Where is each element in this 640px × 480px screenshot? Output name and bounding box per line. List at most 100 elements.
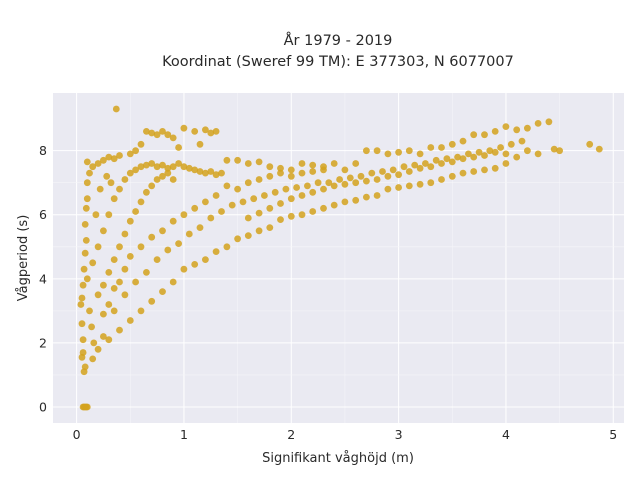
data-point	[94, 160, 102, 167]
data-point	[293, 184, 300, 191]
data-point	[148, 182, 156, 190]
data-point	[121, 265, 129, 273]
data-point	[185, 164, 193, 172]
data-point	[169, 163, 177, 171]
data-point	[207, 214, 215, 222]
data-point	[116, 278, 123, 286]
data-point	[94, 243, 102, 251]
data-point	[83, 275, 91, 283]
data-point	[475, 148, 483, 156]
data-point	[266, 172, 274, 180]
data-point	[100, 281, 107, 289]
data-point	[218, 169, 225, 177]
data-point	[405, 182, 413, 190]
data-point	[411, 161, 419, 169]
data-point	[80, 265, 88, 273]
data-point	[126, 317, 134, 324]
data-point	[202, 256, 209, 263]
data-point	[320, 204, 327, 212]
data-point	[481, 152, 488, 159]
data-point	[545, 118, 553, 126]
data-point	[79, 349, 87, 356]
data-point	[341, 180, 349, 188]
data-point	[298, 169, 306, 177]
data-point	[427, 144, 435, 151]
chart-title-line-2: Koordinat (Sweref 99 TM): E 377303, N 60…	[162, 54, 514, 70]
data-point	[180, 265, 188, 273]
data-point	[416, 180, 424, 188]
data-point	[169, 176, 177, 183]
data-point	[202, 126, 209, 134]
data-point	[89, 355, 97, 363]
data-point	[277, 164, 284, 172]
data-point	[320, 185, 327, 193]
data-point	[175, 160, 183, 167]
x-tick-label: 1	[180, 427, 188, 442]
data-point	[191, 261, 199, 268]
data-point	[94, 345, 102, 353]
data-point	[416, 164, 424, 172]
data-point	[89, 163, 97, 171]
data-point	[266, 204, 274, 212]
data-point	[244, 160, 252, 167]
data-point	[486, 147, 494, 155]
data-point	[105, 336, 113, 344]
data-point	[239, 198, 247, 206]
data-point	[443, 155, 451, 163]
data-point	[83, 158, 91, 166]
data-point	[78, 320, 86, 328]
data-point	[228, 201, 236, 209]
data-point	[81, 363, 89, 371]
data-point	[90, 339, 98, 347]
data-point	[298, 160, 306, 167]
data-point	[132, 147, 140, 155]
data-point	[459, 169, 467, 177]
data-point	[137, 198, 145, 206]
data-point	[465, 150, 472, 158]
data-point	[271, 188, 279, 196]
data-point	[212, 127, 220, 135]
data-point	[373, 176, 381, 183]
data-point	[207, 168, 215, 175]
data-point	[121, 176, 129, 183]
data-point	[121, 291, 129, 299]
data-point	[132, 278, 140, 286]
data-point	[497, 144, 504, 151]
data-point	[427, 163, 435, 171]
data-point	[121, 230, 129, 238]
data-point	[110, 285, 118, 292]
data-point	[400, 163, 408, 171]
y-axis-label: Vågperiod (s)	[16, 215, 31, 302]
data-point	[287, 195, 295, 203]
data-point	[470, 131, 478, 139]
data-point	[202, 198, 209, 206]
data-point	[586, 140, 594, 148]
data-point	[282, 185, 290, 193]
data-point	[164, 131, 172, 139]
data-point	[363, 147, 370, 155]
data-point	[78, 294, 86, 302]
data-point	[86, 307, 93, 315]
data-point	[309, 188, 317, 196]
data-point	[448, 140, 456, 148]
data-point	[218, 208, 225, 215]
data-point	[287, 172, 295, 180]
data-point	[110, 155, 118, 163]
data-point	[298, 211, 306, 219]
data-point	[255, 209, 263, 217]
data-point	[534, 120, 542, 127]
data-point	[110, 307, 118, 315]
data-point	[126, 253, 134, 260]
data-point	[470, 168, 478, 175]
data-point	[491, 164, 499, 172]
data-point	[363, 193, 370, 201]
data-point	[502, 160, 510, 167]
data-point	[459, 155, 467, 163]
data-point	[352, 196, 360, 204]
y-tick-label: 2	[39, 335, 47, 350]
data-point	[148, 129, 156, 137]
data-point	[454, 153, 461, 161]
data-point	[416, 150, 424, 158]
data-point	[287, 212, 295, 220]
data-point	[223, 156, 231, 164]
